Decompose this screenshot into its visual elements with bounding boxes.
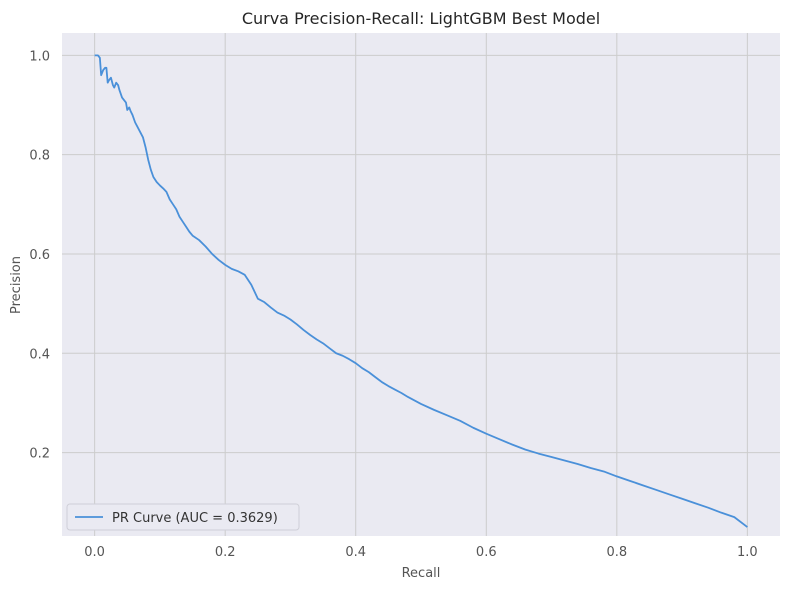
grid-lines bbox=[62, 33, 780, 536]
pr-curve-line bbox=[94, 54, 748, 528]
y-tick-label: 1.0 bbox=[29, 49, 50, 64]
x-tick-labels: 0.0 0.2 0.4 0.6 0.8 1.0 bbox=[84, 545, 757, 560]
legend-label: PR Curve (AUC = 0.3629) bbox=[112, 511, 278, 526]
plot-background bbox=[62, 33, 780, 536]
x-tick-label: 0.0 bbox=[84, 545, 105, 560]
x-axis-label: Recall bbox=[402, 566, 441, 581]
chart-title: Curva Precision-Recall: LightGBM Best Mo… bbox=[242, 9, 600, 28]
y-axis-label: Precision bbox=[9, 256, 24, 314]
x-tick-label: 0.6 bbox=[476, 545, 497, 560]
x-tick-label: 0.8 bbox=[606, 545, 627, 560]
y-tick-labels: 0.2 0.4 0.6 0.8 1.0 bbox=[29, 49, 50, 461]
y-tick-label: 0.6 bbox=[29, 248, 50, 263]
y-tick-label: 0.2 bbox=[29, 447, 50, 462]
y-tick-label: 0.4 bbox=[29, 347, 50, 362]
x-tick-label: 1.0 bbox=[737, 545, 758, 560]
x-tick-label: 0.4 bbox=[345, 545, 366, 560]
legend: PR Curve (AUC = 0.3629) bbox=[66, 503, 300, 531]
legend-box bbox=[66, 503, 300, 531]
y-tick-label: 0.8 bbox=[29, 149, 50, 164]
x-tick-label: 0.2 bbox=[215, 545, 236, 560]
